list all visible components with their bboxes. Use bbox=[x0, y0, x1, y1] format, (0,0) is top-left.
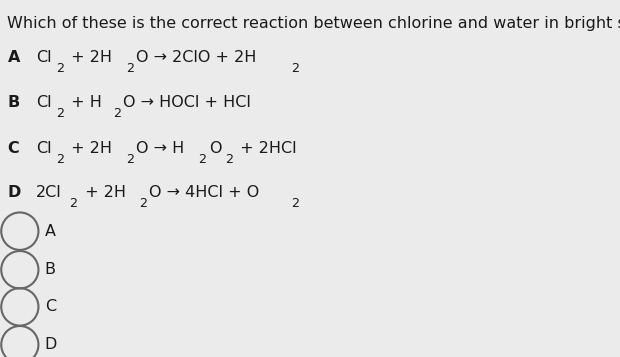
Text: 2: 2 bbox=[56, 62, 64, 75]
Text: 2: 2 bbox=[56, 153, 64, 166]
Text: A: A bbox=[7, 50, 20, 65]
Text: A: A bbox=[45, 224, 56, 239]
Text: + 2HCl: + 2HCl bbox=[235, 141, 297, 156]
Text: O → 4HCl + O: O → 4HCl + O bbox=[149, 185, 259, 200]
Text: 2: 2 bbox=[126, 153, 134, 166]
Text: 2: 2 bbox=[291, 197, 299, 210]
Text: O → 2ClO + 2H: O → 2ClO + 2H bbox=[136, 50, 257, 65]
Text: B: B bbox=[7, 95, 20, 110]
Text: + 2H: + 2H bbox=[66, 141, 112, 156]
Text: 2: 2 bbox=[113, 107, 121, 120]
Text: Cl: Cl bbox=[36, 95, 51, 110]
Text: C: C bbox=[45, 300, 56, 315]
Text: + H: + H bbox=[66, 95, 102, 110]
Text: 2: 2 bbox=[69, 197, 77, 210]
Text: D: D bbox=[45, 337, 57, 352]
Text: O → HOCl + HCl: O → HOCl + HCl bbox=[123, 95, 251, 110]
Text: O: O bbox=[209, 141, 221, 156]
Text: 2: 2 bbox=[126, 62, 134, 75]
Text: 2: 2 bbox=[291, 62, 299, 75]
Text: B: B bbox=[45, 262, 56, 277]
Text: C: C bbox=[7, 141, 19, 156]
Text: Cl: Cl bbox=[36, 50, 51, 65]
Text: 2: 2 bbox=[139, 197, 147, 210]
Text: Cl: Cl bbox=[36, 141, 51, 156]
Text: + 2H: + 2H bbox=[66, 50, 112, 65]
Text: O → H: O → H bbox=[136, 141, 184, 156]
Text: + 2H: + 2H bbox=[79, 185, 125, 200]
Text: 2: 2 bbox=[225, 153, 233, 166]
Text: 2: 2 bbox=[56, 107, 64, 120]
Text: D: D bbox=[7, 185, 21, 200]
Text: 2: 2 bbox=[198, 153, 206, 166]
Text: 2Cl: 2Cl bbox=[36, 185, 62, 200]
Text: Which of these is the correct reaction between chlorine and water in bright sunl: Which of these is the correct reaction b… bbox=[7, 16, 620, 31]
